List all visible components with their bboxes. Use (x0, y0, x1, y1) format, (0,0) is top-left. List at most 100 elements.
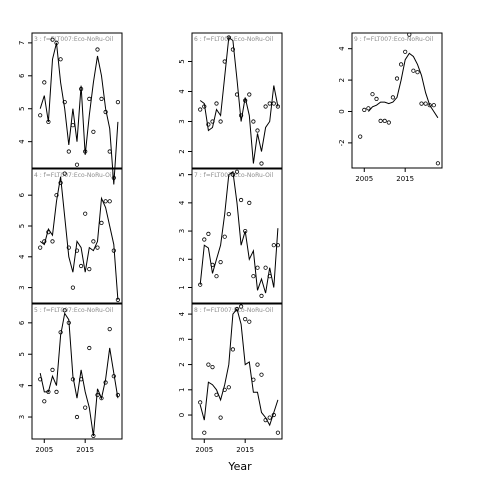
data-point (407, 32, 412, 37)
data-point (107, 326, 112, 332)
data-point (46, 230, 51, 235)
data-point (74, 162, 80, 167)
panel-frame (191, 168, 283, 304)
data-point (267, 101, 272, 106)
data-point (42, 399, 47, 404)
data-point (234, 169, 240, 174)
data-point (251, 119, 256, 124)
panel-2: 4 : f=FLT007:Eco-NoRu-Oil 3 4 5 6 (18, 168, 123, 304)
data-point (103, 109, 108, 115)
data-point (222, 387, 227, 392)
data-point (214, 101, 219, 106)
data-point (255, 265, 260, 270)
data-point (435, 161, 440, 166)
y-tick-label: 0 (178, 413, 186, 417)
x-tick-label: 2015 (76, 446, 94, 454)
data-point (42, 239, 47, 244)
data-point (202, 430, 207, 435)
data-point (230, 47, 235, 52)
data-point (226, 212, 231, 217)
x-tick-label: 2015 (396, 175, 414, 183)
data-point (38, 245, 43, 250)
panel-4: 6 : f=FLT007:Eco-NoRu-Oil 2 3 4 5 (178, 32, 283, 169)
y-tick-label: 6 (18, 73, 26, 78)
data-point (91, 433, 96, 438)
panel-frame (31, 32, 123, 169)
data-point (218, 259, 223, 265)
x-tick-label: 2005 (195, 446, 213, 454)
data-point (419, 101, 424, 106)
data-point (87, 96, 92, 102)
y-tick-label: 7 (18, 41, 26, 45)
data-point (50, 37, 55, 42)
data-point (66, 149, 71, 154)
y-tick-label: 6 (18, 192, 26, 197)
panel-label: 6 : f=FLT007:Eco-NoRu-Oil (194, 36, 274, 43)
data-point (83, 149, 88, 154)
data-point (275, 104, 280, 109)
series-line (199, 36, 279, 164)
data-point (198, 107, 203, 112)
y-tick-label: 2 (178, 362, 186, 366)
y-tick-label: 5 (18, 352, 26, 356)
data-point (70, 123, 76, 128)
data-point (275, 243, 280, 248)
data-point (239, 197, 244, 203)
data-point (46, 389, 51, 394)
panel-label: 4 : f=FLT007:Eco-NoRu-Oil (34, 172, 114, 179)
data-point (58, 57, 63, 62)
data-point (230, 347, 235, 352)
panel-label: 8 : f=FLT007:Eco-NoRu-Oil (194, 307, 274, 314)
data-point (99, 396, 104, 401)
y-tick-label: 4 (178, 200, 186, 205)
y-tick-label: 4 (18, 254, 26, 259)
data-point (111, 374, 116, 379)
panel-frame (191, 303, 283, 440)
y-tick-label: 3 (18, 415, 26, 419)
panel-6: 8 : f=FLT007:Eco-NoRu-Oil 0 1 2 3 4 2005 2015 (178, 303, 283, 454)
y-tick-label: 3 (178, 229, 186, 233)
data-point (214, 274, 219, 279)
data-point (115, 392, 121, 398)
data-point (275, 430, 280, 435)
data-point (358, 134, 363, 139)
data-point (95, 392, 100, 398)
data-point (218, 415, 223, 420)
data-point (234, 92, 240, 97)
y-tick-label: 2 (338, 78, 346, 82)
data-point (239, 304, 244, 309)
data-point (198, 400, 203, 405)
panel-7: 9 : f=FLT007:Eco-NoRu-Oil -2 0 2 4 2005 2015 (338, 32, 443, 183)
data-point (62, 308, 67, 313)
data-point (218, 119, 223, 124)
y-tick-label: 6 (18, 320, 26, 325)
data-point (394, 76, 400, 81)
panel-3: 5 : f=FLT007:Eco-NoRu-Oil 3 4 5 6 2005 2015 (18, 303, 123, 454)
data-point (107, 149, 112, 154)
x-tick-label: 2005 (35, 446, 53, 454)
data-point (198, 282, 203, 287)
data-point (62, 100, 67, 105)
data-point (259, 293, 264, 298)
data-point (70, 285, 76, 290)
series-line (368, 52, 439, 119)
series-line (39, 176, 119, 300)
series-line (199, 307, 279, 427)
y-tick-label: 1 (178, 388, 186, 392)
data-point (271, 412, 276, 418)
data-point (263, 417, 268, 423)
y-tick-label: 1 (178, 285, 186, 289)
data-point (255, 362, 260, 367)
data-point (226, 385, 231, 390)
data-point (382, 118, 387, 124)
data-point (206, 122, 211, 127)
data-point (99, 96, 104, 102)
y-tick-label: 4 (18, 383, 26, 388)
data-point (202, 237, 207, 242)
panel-frame (31, 168, 123, 304)
y-tick-label: 2 (178, 257, 186, 261)
data-point (255, 128, 260, 133)
data-point (99, 220, 104, 225)
